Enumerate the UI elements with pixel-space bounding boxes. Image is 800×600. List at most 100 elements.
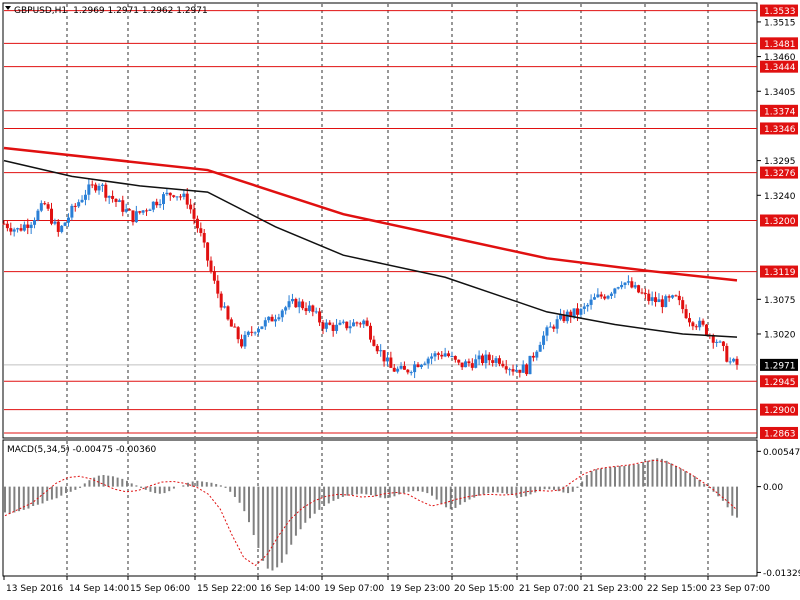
candle-body-180 <box>613 288 617 294</box>
candle-body-2 <box>9 228 13 232</box>
candle-body-174 <box>592 297 596 300</box>
candle-body-130 <box>443 353 447 357</box>
candle-body-126 <box>430 356 434 359</box>
ma-fast-line <box>3 159 738 338</box>
candle-body-212 <box>721 341 725 346</box>
candle-body-115 <box>392 367 396 372</box>
candle-body-9 <box>33 220 37 225</box>
candle-body-190 <box>647 293 651 301</box>
candle-body-56 <box>192 209 196 219</box>
candle-body-28 <box>97 185 101 191</box>
macd-title: MACD(5,34,5) -0.00475 -0.00360 <box>7 445 157 455</box>
candle-body-193 <box>657 299 661 303</box>
candle-body-61 <box>209 260 213 272</box>
candle-body-104 <box>355 322 359 324</box>
candle-body-214 <box>728 361 732 363</box>
candle-body-47 <box>161 194 165 205</box>
candle-body-144 <box>491 360 495 363</box>
time-label-11: 23 Sep 07:00 <box>710 584 770 594</box>
candle-body-170 <box>579 308 583 315</box>
candle-body-128 <box>436 353 440 355</box>
level-tag-7 <box>760 265 798 278</box>
candle-body-121 <box>413 364 417 373</box>
candle-body-205 <box>698 320 702 328</box>
candle-body-114 <box>389 357 393 368</box>
candle-body-198 <box>674 295 678 297</box>
candle-body-132 <box>450 356 454 358</box>
candle-body-75 <box>257 328 261 333</box>
collapse-triangle-icon[interactable] <box>5 6 11 10</box>
candle-body-123 <box>419 364 423 368</box>
candle-body-196 <box>667 296 671 298</box>
candle-body-70 <box>240 339 244 347</box>
candle-body-158 <box>538 344 542 352</box>
candle-body-184 <box>626 281 630 283</box>
candle-body-145 <box>494 358 498 363</box>
candle-body-182 <box>620 284 624 288</box>
candle-body-97 <box>331 324 335 331</box>
candle-body-195 <box>664 296 668 308</box>
level-label-2: 1.3444 <box>764 63 796 73</box>
candle-body-24 <box>83 194 87 200</box>
candle-body-116 <box>396 368 400 372</box>
candle-body-151 <box>514 369 518 372</box>
candle-body-63 <box>216 280 220 294</box>
candle-body-41 <box>141 210 145 213</box>
candle-body-112 <box>382 350 386 362</box>
macd-pane-frame <box>2 439 758 577</box>
candle-body-162 <box>552 326 556 329</box>
candle-body-27 <box>94 184 98 191</box>
candle-body-147 <box>501 363 505 367</box>
candle-body-213 <box>725 345 729 362</box>
candle-body-5 <box>19 228 23 231</box>
candle-body-83 <box>284 307 288 311</box>
candle-body-207 <box>704 324 708 336</box>
ma-slow-line <box>3 146 738 282</box>
candle-body-42 <box>145 210 149 212</box>
candle-body-124 <box>423 363 427 365</box>
candle-body-81 <box>277 317 281 320</box>
candle-body-69 <box>236 327 240 340</box>
candle-body-175 <box>596 294 600 298</box>
level-label-1: 1.3481 <box>764 40 796 50</box>
candle-body-172 <box>586 304 590 307</box>
candle-body-3 <box>12 229 16 232</box>
candle-body-201 <box>684 309 688 319</box>
candle-body-87 <box>297 301 301 308</box>
candle-body-66 <box>226 306 230 320</box>
candle-body-139 <box>474 359 478 368</box>
candle-body-152 <box>518 369 522 373</box>
candle-body-136 <box>464 361 468 368</box>
candle-body-54 <box>185 193 189 205</box>
candle-body-48 <box>165 192 169 195</box>
candle-body-73 <box>250 331 254 333</box>
candle-body-82 <box>280 310 284 318</box>
candle-body-165 <box>562 314 566 322</box>
candle-body-133 <box>453 356 457 360</box>
candle-body-194 <box>660 299 664 308</box>
candle-body-37 <box>128 209 132 211</box>
candle-body-153 <box>521 364 525 373</box>
time-label-7: 20 Sep 15:00 <box>454 584 514 594</box>
candle-body-29 <box>100 184 104 186</box>
candle-body-16 <box>56 221 60 232</box>
price-tick-5: 1.3240 <box>764 192 796 202</box>
candle-body-202 <box>687 318 691 323</box>
price-tick-9: 1.3020 <box>764 330 796 340</box>
candle-body-173 <box>589 299 593 305</box>
candle-body-68 <box>233 326 237 328</box>
candle-body-154 <box>525 364 529 375</box>
candle-body-189 <box>643 293 647 295</box>
macd-histogram <box>4 458 738 571</box>
candle-body-210 <box>715 341 719 343</box>
candle-body-113 <box>385 357 389 362</box>
candle-body-34 <box>117 200 121 202</box>
candle-body-135 <box>460 362 464 368</box>
time-label-3: 15 Sep 22:00 <box>197 584 257 594</box>
candle-body-96 <box>328 322 332 325</box>
candle-body-1 <box>5 223 9 229</box>
candle-body-188 <box>640 292 644 294</box>
candle-body-103 <box>352 322 356 327</box>
candle-body-140 <box>477 355 481 360</box>
candle-body-211 <box>718 341 722 343</box>
